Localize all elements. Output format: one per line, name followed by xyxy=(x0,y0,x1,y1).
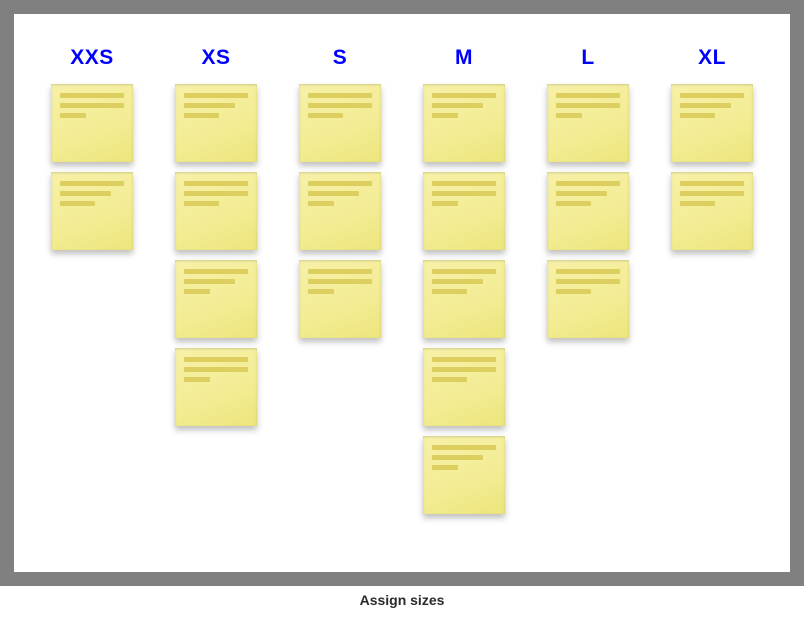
sizing-board: XXS XS S M L XL xyxy=(32,46,772,554)
sticky-text-line xyxy=(308,181,372,186)
sticky-text-line xyxy=(184,269,248,274)
sticky-note[interactable] xyxy=(671,84,753,162)
column-header: XXS xyxy=(70,46,114,70)
sticky-text-line xyxy=(432,201,458,206)
sticky-note[interactable] xyxy=(299,172,381,250)
sticky-note[interactable] xyxy=(423,348,505,426)
sticky-text-line xyxy=(680,93,744,98)
sticky-text-line xyxy=(432,357,496,362)
sticky-text-line xyxy=(680,181,744,186)
sticky-text-line xyxy=(680,201,715,206)
sticky-text-line xyxy=(184,93,248,98)
sticky-note[interactable] xyxy=(299,260,381,338)
sticky-note[interactable] xyxy=(175,84,257,162)
sticky-text-line xyxy=(432,465,458,470)
sticky-text-line xyxy=(184,191,248,196)
sticky-text-line xyxy=(680,191,744,196)
sticky-text-line xyxy=(308,191,359,196)
sticky-note[interactable] xyxy=(175,348,257,426)
sticky-text-line xyxy=(308,269,372,274)
sticky-note[interactable] xyxy=(423,260,505,338)
sticky-text-line xyxy=(308,93,372,98)
sticky-note[interactable] xyxy=(299,84,381,162)
sticky-text-line xyxy=(60,201,95,206)
size-column-xl: XL xyxy=(652,46,772,554)
sticky-text-line xyxy=(60,113,86,118)
sticky-text-line xyxy=(556,113,582,118)
sticky-text-line xyxy=(60,191,111,196)
sticky-text-line xyxy=(184,377,210,382)
sticky-text-line xyxy=(308,289,334,294)
column-header: L xyxy=(581,46,594,70)
sticky-text-line xyxy=(184,367,248,372)
column-header: XS xyxy=(201,46,230,70)
sticky-text-line xyxy=(432,279,483,284)
sticky-text-line xyxy=(680,113,715,118)
sticky-note[interactable] xyxy=(547,172,629,250)
sticky-text-line xyxy=(432,103,483,108)
sticky-text-line xyxy=(556,201,591,206)
sticky-note[interactable] xyxy=(175,260,257,338)
sticky-text-line xyxy=(60,181,124,186)
sticky-text-line xyxy=(184,357,248,362)
sticky-note[interactable] xyxy=(547,260,629,338)
sticky-note[interactable] xyxy=(423,436,505,514)
sticky-text-line xyxy=(556,103,620,108)
sticky-text-line xyxy=(432,289,467,294)
sticky-note[interactable] xyxy=(423,84,505,162)
sticky-text-line xyxy=(556,279,620,284)
sticky-text-line xyxy=(556,93,620,98)
sticky-text-line xyxy=(308,279,372,284)
sticky-text-line xyxy=(432,269,496,274)
sticky-note[interactable] xyxy=(51,172,133,250)
sticky-text-line xyxy=(184,181,248,186)
size-column-xxs: XXS xyxy=(32,46,152,554)
sticky-note[interactable] xyxy=(51,84,133,162)
sticky-text-line xyxy=(308,113,343,118)
size-column-m: M xyxy=(404,46,524,554)
sticky-text-line xyxy=(432,113,458,118)
sticky-text-line xyxy=(556,191,607,196)
sticky-text-line xyxy=(184,279,235,284)
sticky-text-line xyxy=(184,113,219,118)
sticky-text-line xyxy=(432,191,496,196)
sticky-note[interactable] xyxy=(671,172,753,250)
column-header: XL xyxy=(698,46,726,70)
sticky-text-line xyxy=(432,93,496,98)
column-header: S xyxy=(333,46,348,70)
sticky-text-line xyxy=(308,103,372,108)
sticky-text-line xyxy=(432,367,496,372)
size-column-l: L xyxy=(528,46,648,554)
sticky-note[interactable] xyxy=(547,84,629,162)
sticky-text-line xyxy=(432,445,496,450)
sticky-text-line xyxy=(556,181,620,186)
sticky-note[interactable] xyxy=(423,172,505,250)
sticky-note[interactable] xyxy=(175,172,257,250)
sticky-text-line xyxy=(184,201,219,206)
caption: Assign sizes xyxy=(0,586,804,608)
sticky-text-line xyxy=(60,93,124,98)
sticky-text-line xyxy=(60,103,124,108)
sticky-text-line xyxy=(432,455,483,460)
sticky-text-line xyxy=(432,181,496,186)
sticky-text-line xyxy=(184,103,235,108)
sticky-text-line xyxy=(556,269,620,274)
sticky-text-line xyxy=(184,289,210,294)
sticky-text-line xyxy=(432,377,467,382)
sticky-text-line xyxy=(680,103,731,108)
size-column-xs: XS xyxy=(156,46,276,554)
sticky-text-line xyxy=(556,289,591,294)
size-column-s: S xyxy=(280,46,400,554)
sizing-board-frame: XXS XS S M L XL xyxy=(0,0,804,586)
column-header: M xyxy=(455,46,473,70)
sticky-text-line xyxy=(308,201,334,206)
